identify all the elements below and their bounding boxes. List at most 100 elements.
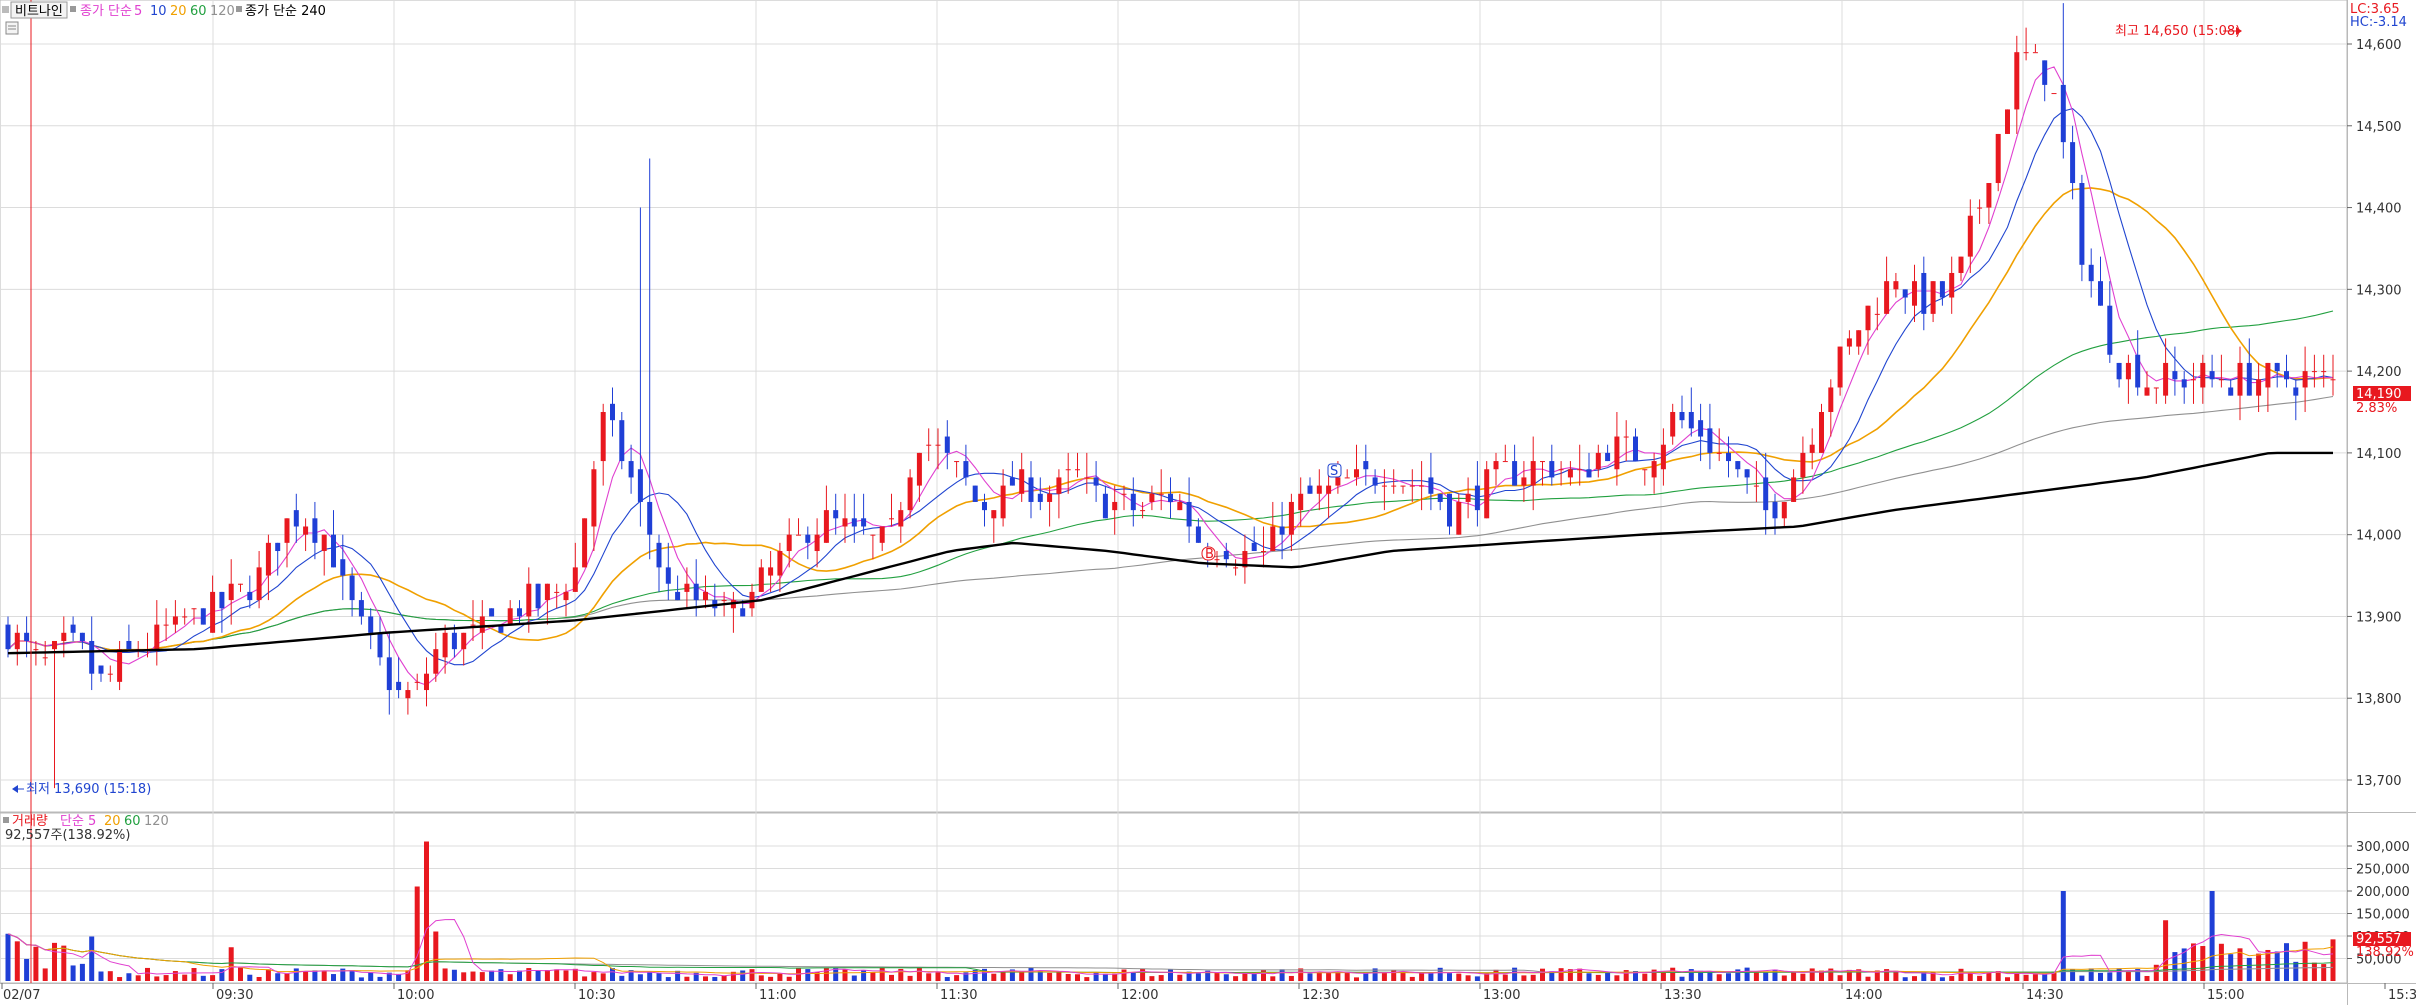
volume-bar[interactable] — [1595, 974, 1601, 981]
volume-bar[interactable] — [693, 972, 699, 981]
volume-bar[interactable] — [1000, 971, 1006, 981]
candle[interactable] — [1837, 346, 1843, 396]
volume-bar[interactable] — [563, 970, 569, 981]
candle[interactable] — [1465, 477, 1471, 519]
candle[interactable] — [303, 518, 309, 552]
candle[interactable] — [52, 640, 57, 789]
volume-bar[interactable] — [1447, 973, 1452, 981]
volume-bar[interactable] — [219, 969, 225, 981]
volume-bar[interactable] — [944, 977, 950, 981]
candle[interactable] — [1009, 461, 1015, 486]
candle[interactable] — [1019, 452, 1025, 502]
candle[interactable] — [1186, 477, 1192, 543]
stock-name-box[interactable] — [10, 1, 68, 19]
candle[interactable] — [2181, 371, 2187, 404]
candle[interactable] — [1372, 469, 1378, 494]
candle[interactable] — [1474, 461, 1480, 527]
volume-bar[interactable] — [2153, 964, 2159, 981]
volume-bar[interactable] — [517, 970, 522, 981]
volume-bar[interactable] — [889, 974, 894, 981]
volume-bar[interactable] — [1279, 969, 1285, 981]
volume-bar[interactable] — [200, 975, 206, 981]
candle[interactable] — [2321, 354, 2327, 388]
candle[interactable] — [1540, 461, 1545, 486]
volume-bar[interactable] — [256, 976, 262, 981]
candle[interactable] — [489, 608, 495, 617]
volume-bar[interactable] — [1791, 971, 1797, 981]
candle[interactable] — [2042, 60, 2048, 102]
candle[interactable] — [1912, 264, 1917, 323]
candle[interactable] — [2023, 27, 2029, 61]
volume-bar[interactable] — [1270, 976, 1276, 981]
candle[interactable] — [963, 444, 969, 486]
volume-bar[interactable] — [1177, 974, 1183, 981]
volume-bar[interactable] — [675, 970, 681, 981]
volume-bar[interactable] — [405, 970, 411, 981]
volume-bar[interactable] — [1419, 972, 1425, 981]
candle[interactable] — [879, 526, 885, 552]
candle[interactable] — [1884, 256, 1890, 314]
candle[interactable] — [349, 567, 355, 617]
volume-bar[interactable] — [740, 970, 746, 981]
candle[interactable] — [200, 608, 206, 625]
candle[interactable] — [1595, 444, 1601, 478]
candle[interactable] — [628, 444, 634, 494]
volume-bar[interactable] — [498, 969, 504, 981]
candle[interactable] — [1651, 452, 1657, 494]
candle[interactable] — [256, 551, 262, 609]
volume-bar[interactable] — [2321, 964, 2327, 981]
candle[interactable] — [1726, 436, 1731, 478]
candle[interactable] — [637, 207, 643, 527]
volume-bar[interactable] — [572, 968, 578, 981]
candle[interactable] — [1633, 428, 1638, 462]
candle[interactable] — [1744, 469, 1750, 494]
volume-bar[interactable] — [52, 942, 57, 981]
volume-bar[interactable] — [1781, 975, 1787, 981]
candle[interactable] — [79, 632, 85, 650]
candle[interactable] — [461, 632, 467, 666]
volume-bar[interactable] — [42, 968, 48, 981]
candle[interactable] — [2153, 387, 2159, 404]
candle[interactable] — [926, 428, 932, 462]
volume-bar[interactable] — [842, 968, 848, 981]
volume-bar[interactable] — [665, 977, 671, 981]
volume-bar[interactable] — [1828, 968, 1834, 981]
volume-bar[interactable] — [1261, 969, 1266, 981]
candle[interactable] — [2218, 354, 2224, 388]
volume-bar[interactable] — [1242, 973, 1248, 981]
volume-bar[interactable] — [321, 970, 327, 981]
candle[interactable] — [377, 616, 383, 666]
candle[interactable] — [796, 518, 801, 536]
candle[interactable] — [470, 600, 476, 641]
volume-bar[interactable] — [349, 970, 355, 981]
volume-bar[interactable] — [1893, 970, 1899, 981]
volume-bar[interactable] — [2098, 972, 2103, 981]
volume-bar[interactable] — [2116, 968, 2122, 981]
candle[interactable] — [1986, 183, 1992, 224]
volume-bar[interactable] — [684, 976, 690, 981]
volume-bar[interactable] — [954, 975, 960, 981]
volume-bar[interactable] — [2005, 977, 2010, 981]
volume-bar[interactable] — [163, 975, 169, 981]
candle[interactable] — [1130, 477, 1136, 527]
candle[interactable] — [368, 608, 374, 650]
candle[interactable] — [1288, 493, 1294, 552]
volume-bar[interactable] — [2256, 953, 2262, 981]
volume-bar[interactable] — [1047, 972, 1053, 981]
candle[interactable] — [5, 616, 11, 658]
candle[interactable] — [1558, 461, 1564, 486]
volume-bar[interactable] — [172, 971, 178, 981]
candle[interactable] — [833, 493, 839, 535]
buy-marker[interactable]: B — [1201, 546, 1216, 562]
candle[interactable] — [1614, 412, 1620, 486]
volume-bar[interactable] — [1549, 971, 1555, 981]
volume-bar[interactable] — [1967, 972, 1973, 981]
candle[interactable] — [1567, 461, 1573, 486]
volume-bar[interactable] — [600, 973, 606, 981]
candle[interactable] — [1698, 403, 1704, 462]
volume-bar[interactable] — [1205, 970, 1211, 981]
volume-bar[interactable] — [935, 972, 941, 981]
candle[interactable] — [358, 591, 364, 625]
volume-bar[interactable] — [1121, 969, 1127, 981]
volume-bar[interactable] — [210, 975, 216, 981]
